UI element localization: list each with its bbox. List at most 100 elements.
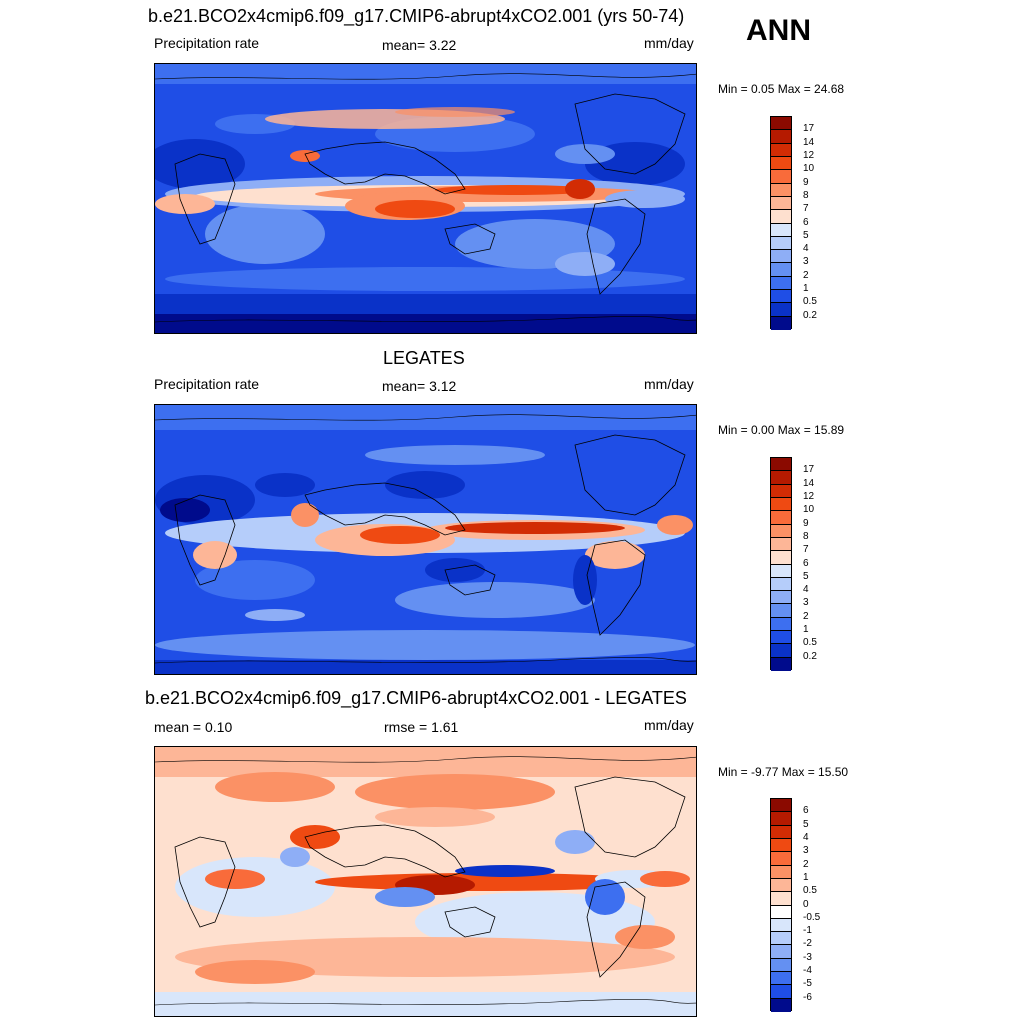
colorbar-tick-label: 0.2 — [803, 650, 817, 662]
colorbar-swatch — [771, 183, 791, 197]
panel-2-precip-map — [154, 404, 697, 675]
colorbar-swatch — [771, 838, 791, 853]
colorbar-tick-label: 1 — [803, 624, 809, 636]
colorbar-swatch — [771, 484, 791, 498]
colorbar-tick-label: -1 — [803, 925, 812, 937]
colorbar-swatch — [771, 591, 791, 605]
colorbar-tick-label: 7 — [803, 544, 809, 556]
colorbar-swatch — [771, 130, 791, 144]
colorbar-swatch — [771, 263, 791, 277]
colorbar-tick-label: 3 — [803, 597, 809, 609]
colorbar-tick-label: -6 — [803, 991, 812, 1003]
colorbar-tick-label: 8 — [803, 189, 809, 201]
colorbar-swatch — [771, 972, 791, 986]
panel-3-minmax-label: Min = -9.77 Max = 15.50 — [718, 765, 849, 779]
colorbar-swatch — [771, 892, 791, 906]
colorbar-tick-label: 12 — [803, 490, 815, 502]
colorbar-swatch — [771, 471, 791, 485]
colorbar-swatch — [771, 617, 791, 632]
colorbar-tick-label: 2 — [803, 269, 809, 281]
colorbar-swatch — [771, 511, 791, 525]
colorbar-swatch — [771, 303, 791, 317]
colorbar-tick-label: 2 — [803, 858, 809, 870]
colorbar-tick-label: 2 — [803, 610, 809, 622]
panel-1-mean-label: mean= 3.22 — [382, 37, 457, 53]
colorbar-tick-label: 9 — [803, 176, 809, 188]
panel-2-colorbar — [770, 457, 792, 671]
colorbar-tick-label: 10 — [803, 163, 815, 175]
colorbar-tick-label: 0.5 — [803, 637, 817, 649]
panel-1-colorbar — [770, 116, 792, 330]
colorbar-swatch — [771, 825, 791, 839]
colorbar-swatch — [771, 985, 791, 999]
colorbar-swatch — [771, 657, 791, 671]
colorbar-tick-label: 6 — [803, 805, 809, 817]
colorbar-swatch — [771, 537, 791, 552]
colorbar-swatch — [771, 276, 791, 291]
colorbar-swatch — [771, 250, 791, 264]
colorbar-tick-label: 6 — [803, 216, 809, 228]
colorbar-tick-label: 1 — [803, 871, 809, 883]
colorbar-swatch — [771, 210, 791, 224]
colorbar-tick-label: 0.2 — [803, 309, 817, 321]
colorbar-tick-label: 14 — [803, 136, 815, 148]
colorbar-swatch — [771, 644, 791, 658]
panel-2-title: LEGATES — [383, 348, 465, 368]
colorbar-tick-label: -4 — [803, 965, 812, 977]
colorbar-swatch — [771, 812, 791, 826]
panel-2-minmax-label: Min = 0.00 Max = 15.89 — [718, 423, 845, 437]
colorbar-swatch — [771, 223, 791, 237]
colorbar-swatch — [771, 497, 791, 512]
colorbar-tick-label: 0.5 — [803, 885, 817, 897]
panel-1-title: b.e21.BCO2x4cmip6.f09_g17.CMIP6-abrupt4x… — [148, 6, 685, 26]
colorbar-tick-label: 8 — [803, 530, 809, 542]
colorbar-tick-label: -2 — [803, 938, 812, 950]
colorbar-swatch — [771, 290, 791, 304]
colorbar-swatch — [771, 170, 791, 184]
colorbar-tick-label: -3 — [803, 951, 812, 963]
colorbar-swatch — [771, 799, 791, 813]
panel-3-map-graphic — [155, 747, 696, 1016]
colorbar-swatch — [771, 958, 791, 973]
colorbar-swatch — [771, 878, 791, 893]
colorbar-tick-label: 9 — [803, 517, 809, 529]
colorbar-swatch — [771, 316, 791, 330]
season-label: ANN — [746, 14, 811, 47]
colorbar-tick-label: 10 — [803, 504, 815, 516]
colorbar-swatch — [771, 117, 791, 131]
colorbar-swatch — [771, 631, 791, 645]
colorbar-tick-label: 4 — [803, 584, 809, 596]
colorbar-swatch — [771, 458, 791, 472]
colorbar-tick-label: 3 — [803, 845, 809, 857]
colorbar-tick-label: 17 — [803, 464, 815, 476]
colorbar-swatch — [771, 604, 791, 618]
colorbar-swatch — [771, 998, 791, 1012]
panel-1-minmax-label: Min = 0.05 Max = 24.68 — [718, 82, 845, 96]
colorbar-tick-label: -5 — [803, 978, 812, 990]
panel-3-title: b.e21.BCO2x4cmip6.f09_g17.CMIP6-abrupt4x… — [145, 688, 687, 708]
colorbar-swatch — [771, 577, 791, 592]
colorbar-tick-label: 3 — [803, 256, 809, 268]
panel-3-colorbar — [770, 798, 792, 1012]
colorbar-swatch — [771, 524, 791, 538]
colorbar-swatch — [771, 156, 791, 171]
colorbar-tick-label: 0.5 — [803, 296, 817, 308]
colorbar-tick-label: 5 — [803, 818, 809, 830]
colorbar-tick-label: 14 — [803, 477, 815, 489]
colorbar-tick-label: -0.5 — [803, 911, 821, 923]
colorbar-tick-label: 17 — [803, 123, 815, 135]
colorbar-swatch — [771, 143, 791, 157]
colorbar-swatch — [771, 918, 791, 933]
colorbar-tick-label: 7 — [803, 203, 809, 215]
colorbar-tick-label: 0 — [803, 898, 809, 910]
colorbar-tick-label: 6 — [803, 557, 809, 569]
colorbar-swatch — [771, 945, 791, 959]
panel-1-variable-label: Precipitation rate — [154, 35, 260, 51]
colorbar-tick-label: 4 — [803, 243, 809, 255]
panel-2-units-label: mm/day — [644, 376, 694, 392]
panel-3-mean-label: mean = 0.10 — [154, 719, 233, 735]
colorbar-tick-label: 4 — [803, 831, 809, 843]
colorbar-tick-label: 5 — [803, 229, 809, 241]
panel-2-map-graphic — [155, 405, 696, 674]
colorbar-swatch — [771, 236, 791, 251]
